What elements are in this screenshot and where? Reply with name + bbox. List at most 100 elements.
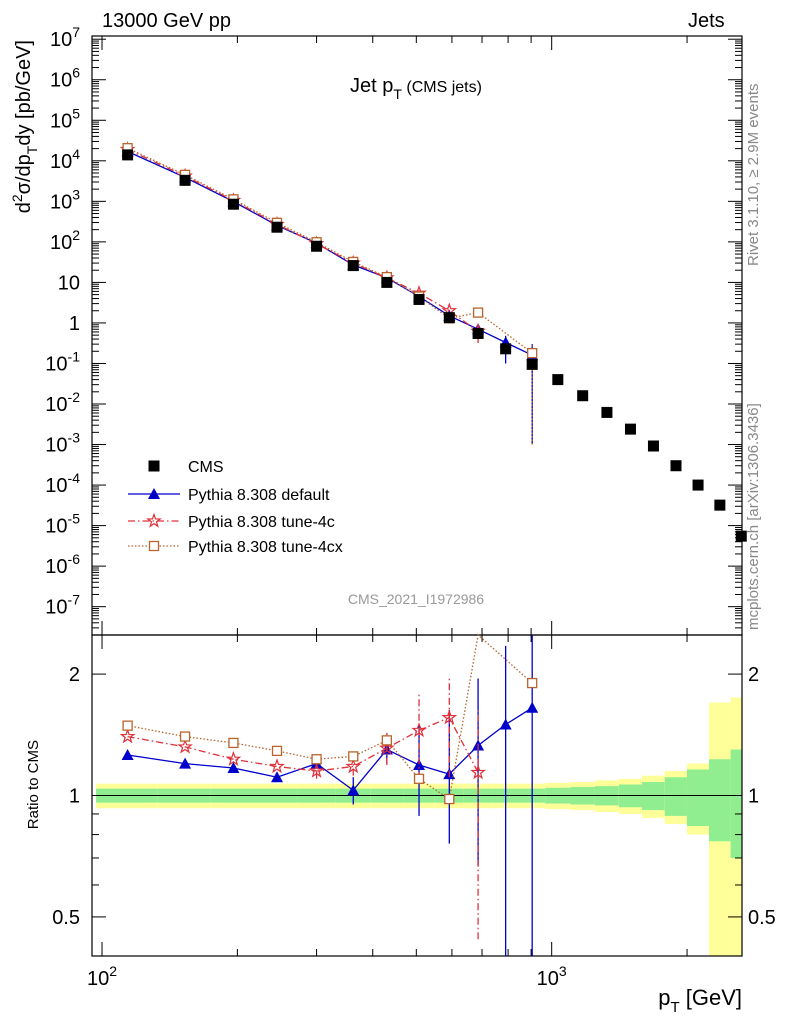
data-point [381,276,393,288]
ratio3-point [271,745,283,757]
ratio3-point [444,793,455,805]
ratio2-point [411,722,427,738]
ratio1-point [271,771,284,783]
y-tick-label: 10-1 [45,348,80,375]
data-point [179,174,191,186]
data-point [413,293,425,305]
ratio2-point [269,758,285,774]
ratio-y-tick-label-right: 2 [748,664,759,686]
ratio3-point [413,773,425,784]
ratio3-point [228,737,239,749]
data-point [500,343,512,355]
data-point [670,460,682,472]
data-point [552,374,564,386]
ratio-y-tick-label: 2 [69,664,80,686]
ratio1-point [526,701,539,713]
ratio-band-green [730,749,742,858]
y-tick-label: 10-6 [45,551,80,578]
legend-label: Pythia 8.308 tune-4c [188,514,335,531]
legend-label: Pythia 8.308 default [188,487,330,504]
ratio3-line [127,633,533,801]
y-tick-label: 10-7 [45,592,80,619]
ratio1-point [227,761,240,773]
ratio3-point [122,720,133,731]
data-point [271,221,283,233]
data-point [624,423,636,435]
y-tick-label: 104 [50,146,80,173]
legend-marker [146,512,162,528]
y-tick-label: 10-4 [45,470,80,497]
legend-label: CMS [188,459,224,476]
ratio-band-green [641,782,665,811]
y-tick-label: 107 [50,24,80,51]
y-tick-label: 106 [50,65,80,92]
data-point [526,358,538,370]
data-point [311,240,323,252]
ratio3-point [381,735,393,746]
ratio-y-tick-label: 1 [69,786,80,808]
data-point [347,260,359,272]
ratio2-line [127,716,479,773]
ratio-y-tick-label-right: 0.5 [748,907,776,929]
data-point [714,499,726,511]
legend-marker [148,460,160,472]
ratio1-line [127,707,533,792]
legend-marker [148,488,160,499]
y-tick-label: 1 [69,313,80,335]
header-left: 13000 GeV pp [102,10,231,32]
main-title: Jet pT (CMS jets) [350,75,482,102]
data-point [443,312,455,324]
data-point [601,406,613,418]
legend-marker [148,540,160,552]
data-point [692,479,704,491]
data-point [735,530,747,542]
ratio-y-tick-label-right: 1 [748,786,759,808]
side-text-mcplots: mcplots.cern.ch [arXiv:1306.3436] [745,403,762,630]
data-point [577,390,589,402]
y-tick-label: 103 [50,186,80,213]
ratio1-point [413,759,426,771]
data-point [227,198,239,210]
ratio1-point [499,718,512,730]
ratio-band-green [664,777,687,816]
ratio2-point [345,758,362,774]
data-point [472,327,484,339]
ratio2-point [470,764,486,780]
ratio3-point [348,751,359,762]
mc2-line [127,148,479,332]
y-tick-label: 102 [50,227,80,254]
ratio3-point [527,677,538,689]
data-point [647,440,659,452]
data-point [122,149,134,161]
ratio2-point [119,728,136,744]
ratio3-point [311,754,322,765]
side-text-rivet: Rivet 3.1.10, ≥ 2.9M events [745,83,762,267]
x-tick-label: 103 [537,963,567,990]
analysis-watermark: CMS_2021_I1972986 [348,591,484,607]
y-tick-label: 10-2 [45,389,80,416]
ratio-y-axis-label: Ratio to CMS [25,740,42,829]
y-tick-label: 10 [58,272,80,294]
legend-label: Pythia 8.308 tune-4cx [188,539,343,556]
y-tick-label: 105 [50,105,80,132]
ratio-y-tick-label: 0.5 [52,907,80,929]
header-right: Jets [688,10,725,32]
y-axis-label: d2σ/dpTdy [pb/GeV] [9,40,40,213]
ratio-band-green [686,769,710,827]
ratio-band-green [709,759,731,842]
mc3-point [527,347,538,359]
ratio2-point [441,709,458,725]
y-tick-label: 10-5 [45,511,80,538]
ratio1-point [179,757,192,769]
ratio2-point [177,738,193,754]
x-tick-label: 102 [87,963,117,990]
ratio2-point [225,750,242,767]
y-tick-label: 10-3 [45,430,80,457]
x-axis-label: pT [GeV] [658,985,742,1016]
ratio3-point [179,731,191,742]
ratio2-point [308,762,325,778]
ratio1-point [121,749,134,761]
ratio1-point [347,784,360,796]
mc3-point [472,307,484,318]
